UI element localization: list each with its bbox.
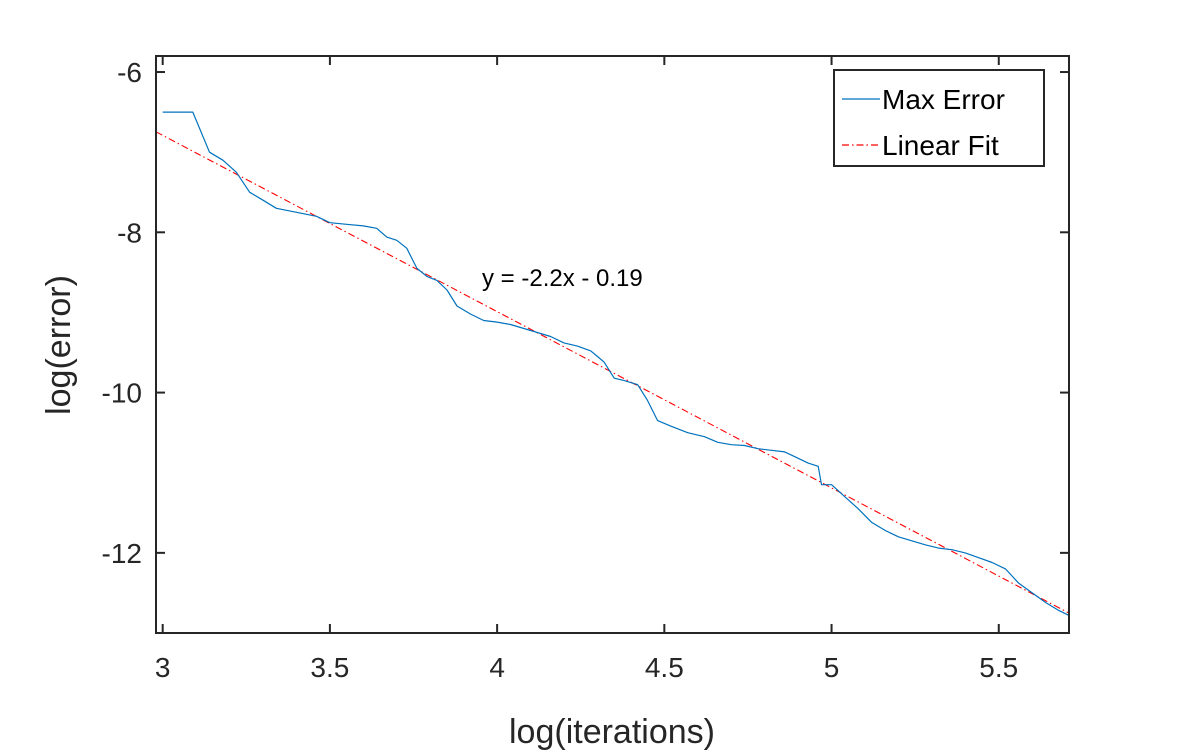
fit-equation-annotation: y = -2.2x - 0.19 bbox=[482, 265, 643, 292]
x-tick-label: 4 bbox=[489, 652, 505, 683]
y-tick-label: -8 bbox=[117, 217, 142, 248]
x-tick-label: 3 bbox=[155, 652, 171, 683]
legend-box bbox=[833, 69, 1045, 167]
ticks-layer: 3 3.5 4 4.5 5 5.5 -6 -8 -10 -12 bbox=[102, 56, 1069, 683]
y-tick-label: -10 bbox=[102, 378, 142, 409]
legend-label-max-error: Max Error bbox=[882, 84, 1005, 115]
x-tick-label: 5 bbox=[824, 652, 840, 683]
legend-label-linear-fit: Linear Fit bbox=[882, 130, 999, 161]
x-tick-label: 4.5 bbox=[645, 652, 684, 683]
y-axis-label: log(error) bbox=[40, 275, 78, 415]
x-axis-label: log(iterations) bbox=[509, 713, 715, 751]
legend: Max Error Linear Fit bbox=[833, 69, 1045, 167]
linear-fit-line bbox=[155, 131, 1070, 614]
series-layer bbox=[155, 111, 1070, 616]
y-tick-label: -12 bbox=[102, 538, 142, 569]
x-tick-label: 3.5 bbox=[310, 652, 349, 683]
axes-box bbox=[155, 55, 1070, 634]
y-tick-label: -6 bbox=[117, 57, 142, 88]
max-error-line bbox=[162, 111, 1070, 616]
x-tick-label: 5.5 bbox=[979, 652, 1018, 683]
